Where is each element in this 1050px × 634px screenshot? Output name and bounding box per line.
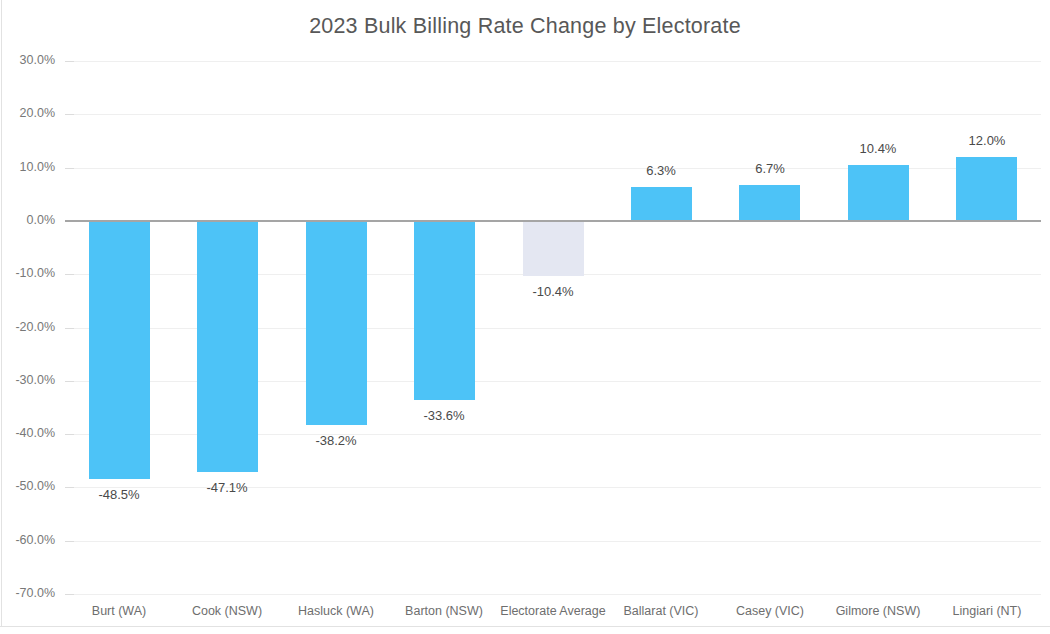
bar-value-label: -47.1% (173, 480, 281, 495)
bar-burt-wa[interactable] (89, 222, 150, 479)
gridline (65, 61, 1041, 62)
y-tick-label: 30.0% (0, 53, 55, 67)
y-tick-mark (65, 381, 74, 382)
gridline (65, 594, 1041, 595)
bar-value-label: 6.3% (607, 163, 715, 178)
bar-cook-nsw[interactable] (197, 222, 258, 472)
x-category-label: Ballarat (VIC) (603, 604, 719, 618)
y-tick-label: -60.0% (0, 533, 55, 547)
y-tick-mark (65, 61, 74, 62)
y-tick-label: -70.0% (0, 586, 55, 600)
y-tick-label: 0.0% (0, 213, 55, 227)
x-category-label: Cook (NSW) (169, 604, 285, 618)
bar-value-label: -10.4% (499, 284, 607, 299)
y-tick-mark (65, 168, 74, 169)
x-category-label: Barton (NSW) (386, 604, 502, 618)
y-tick-label: -10.0% (0, 266, 55, 280)
y-tick-label: -30.0% (0, 373, 55, 387)
bar-lingiari-nt[interactable] (956, 157, 1017, 220)
y-tick-mark (65, 434, 74, 435)
x-category-label: Casey (VIC) (712, 604, 828, 618)
bar-hasluck-wa[interactable] (306, 222, 367, 425)
chart-left-border (1, 0, 2, 627)
bar-electorate-average[interactable] (523, 222, 584, 276)
bar-ballarat-vic[interactable] (631, 187, 692, 220)
y-tick-mark (65, 328, 74, 329)
x-category-label: Electorate Average (495, 604, 611, 618)
gridline (65, 114, 1041, 115)
x-category-label: Lingiari (NT) (929, 604, 1045, 618)
bar-value-label: 6.7% (716, 161, 824, 176)
bar-value-label: 12.0% (933, 133, 1041, 148)
y-tick-mark (65, 114, 74, 115)
y-tick-label: -50.0% (0, 479, 55, 493)
bar-value-label: -48.5% (65, 487, 173, 502)
y-tick-mark (65, 594, 74, 595)
bar-casey-vic[interactable] (739, 185, 800, 220)
x-category-label: Gilmore (NSW) (820, 604, 936, 618)
y-tick-label: 10.0% (0, 160, 55, 174)
x-category-label: Hasluck (WA) (278, 604, 394, 618)
y-tick-mark (65, 541, 74, 542)
y-tick-label: -40.0% (0, 426, 55, 440)
y-tick-label: 20.0% (0, 106, 55, 120)
bar-value-label: -33.6% (390, 408, 498, 423)
x-category-label: Burt (WA) (61, 604, 177, 618)
y-tick-label: -20.0% (0, 320, 55, 334)
bar-value-label: -38.2% (282, 433, 390, 448)
y-tick-mark (65, 274, 74, 275)
bulk-billing-bar-chart: 2023 Bulk Billing Rate Change by Elector… (0, 0, 1050, 634)
bar-barton-nsw[interactable] (414, 222, 475, 400)
chart-title: 2023 Bulk Billing Rate Change by Elector… (0, 14, 1050, 39)
bar-gilmore-nsw[interactable] (848, 165, 909, 220)
chart-bottom-border (0, 626, 1050, 627)
gridline (65, 541, 1041, 542)
bar-value-label: 10.4% (824, 141, 932, 156)
